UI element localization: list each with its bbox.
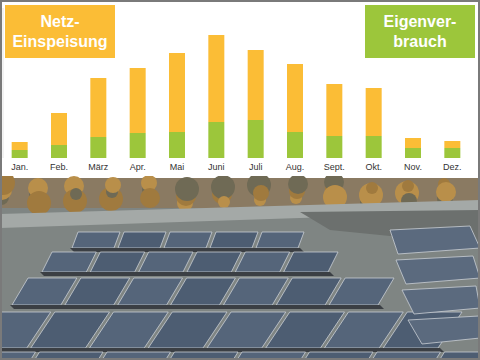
solar-panel (284, 252, 338, 272)
photo (0, 171, 480, 360)
frame: Jan. Feb. März Apr. Mai Juni Juli Aug. Sept. Okt.… (0, 0, 480, 360)
foliage (402, 180, 414, 192)
x-tick-label: Juli (249, 162, 263, 172)
bar (12, 142, 28, 150)
bar (130, 68, 146, 133)
foliage (105, 177, 121, 193)
foliage (288, 174, 308, 194)
solar-panel (256, 232, 304, 248)
legend-box (365, 5, 475, 58)
bar (169, 53, 185, 132)
x-tick-label: Mai (170, 162, 185, 172)
solar-panel (42, 252, 96, 272)
x-tick-label: Aug. (286, 162, 305, 172)
legend-label: Netz-Einspeisung (12, 13, 107, 50)
bar (90, 78, 106, 137)
foliage (436, 182, 456, 202)
x-tick-label: März (88, 162, 108, 172)
bar (405, 148, 421, 158)
bar (366, 88, 382, 136)
foliage (140, 188, 160, 208)
solar-panel (139, 252, 193, 272)
bar (51, 113, 67, 145)
panel-rack (0, 348, 444, 352)
background (0, 0, 480, 360)
x-tick-label: Okt. (365, 162, 382, 172)
solar-panel (390, 226, 480, 254)
solar-panel (408, 316, 480, 344)
panel-rack (10, 305, 384, 309)
bar (444, 148, 460, 158)
foliage (366, 182, 378, 194)
solar-panel (235, 252, 289, 272)
foliage (27, 191, 51, 215)
solar-panel (90, 252, 144, 272)
bar (326, 136, 342, 158)
bar (90, 137, 106, 158)
roof (0, 178, 480, 360)
foliage (63, 189, 87, 213)
chart-area (0, 0, 480, 176)
bar (366, 136, 382, 158)
bar (208, 35, 224, 122)
legend-box (5, 5, 115, 58)
x-tick-label: Juni (208, 162, 225, 172)
foliage (218, 196, 230, 208)
bar (12, 150, 28, 158)
solar-panel (118, 232, 166, 248)
bar (248, 120, 264, 158)
x-tick-label: Feb. (50, 162, 68, 172)
solar-panel (72, 232, 120, 248)
x-tick-label: Nov. (404, 162, 422, 172)
bar (287, 64, 303, 132)
chart-svg: Jan. Feb. März Apr. Mai Juni Juli Aug. Sept. Okt.… (0, 0, 480, 360)
bar (169, 132, 185, 158)
outer-frame (1, 1, 479, 359)
foliage (253, 185, 269, 201)
panel-rack (40, 272, 334, 276)
bar (208, 122, 224, 158)
bar (287, 132, 303, 158)
solar-panel (402, 286, 480, 314)
x-tick-label: Sept. (324, 162, 345, 172)
bar (444, 141, 460, 148)
y-axis-line (3, 8, 4, 158)
foliage (175, 177, 199, 201)
foliage (70, 188, 82, 200)
bar (130, 133, 146, 158)
solar-panel (187, 252, 241, 272)
solar-panel (164, 232, 212, 248)
solar-panel (210, 232, 258, 248)
legend-label: Eigenver-brauch (384, 13, 457, 50)
bar (248, 50, 264, 120)
solar-panel (396, 256, 480, 284)
panel-rack (70, 248, 304, 252)
bar (51, 145, 67, 158)
solar-panel (329, 278, 394, 305)
x-tick-label: Jan. (11, 162, 28, 172)
bar (326, 84, 342, 136)
foliage (211, 175, 235, 199)
x-tick-label: Dez. (443, 162, 462, 172)
bar (405, 138, 421, 148)
x-tick-label: Apr. (130, 162, 146, 172)
